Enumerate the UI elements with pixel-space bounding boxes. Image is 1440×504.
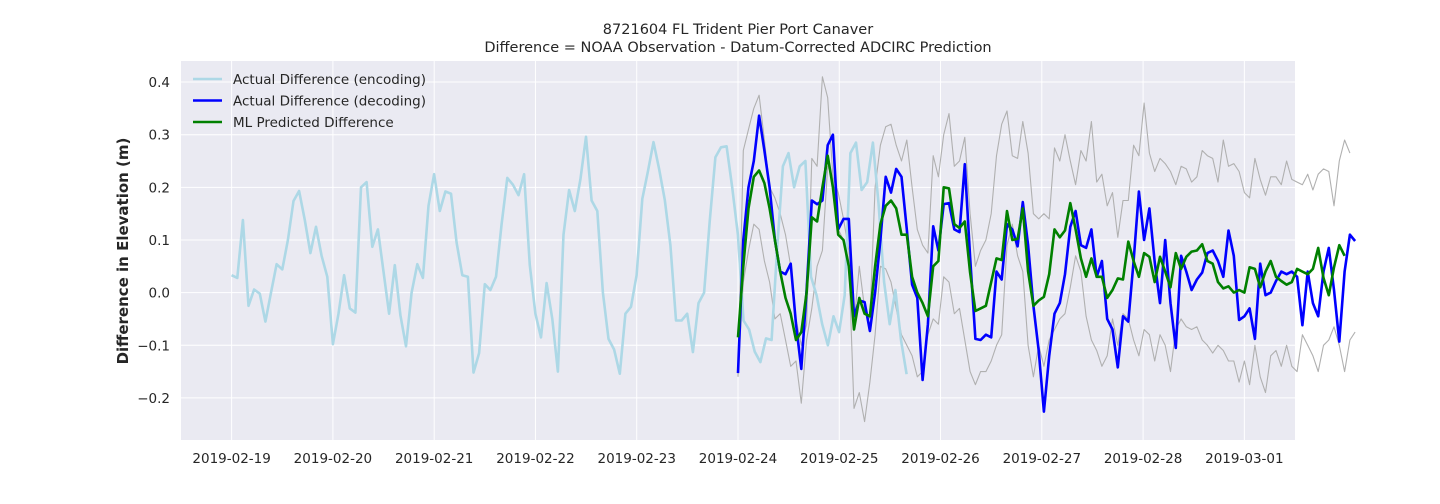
x-tick-labels: 2019-02-19 2019-02-20 2019-02-21 2019-02-22… [192,451,1283,467]
y-tick-labels: −0.2 −0.1 0.0 0.1 0.2 0.3 0.4 [137,75,170,407]
x-tick-label: 2019-02-27 [1003,451,1081,467]
x-tick-label: 2019-02-23 [597,451,675,467]
y-tick-label: 0.4 [149,75,170,91]
y-tick-label: 0.3 [149,128,170,144]
x-tick-label: 2019-02-19 [192,451,270,467]
x-tick-label: 2019-03-01 [1205,451,1283,467]
x-tick-label: 2019-02-24 [699,451,777,467]
x-tick-label: 2019-02-26 [901,451,979,467]
envelope-line [737,76,1351,377]
x-tick-label: 2019-02-25 [800,451,878,467]
series-line [736,114,1357,413]
x-tick-label: 2019-02-22 [496,451,574,467]
y-tick-label: 0.2 [149,180,170,196]
y-tick-label: 0.1 [149,233,170,249]
legend-label: Actual Difference (encoding) [233,72,426,88]
series-layer [231,76,1357,423]
y-tick-label: −0.2 [137,391,170,407]
series-line [231,135,908,376]
legend-label: ML Predicted Difference [233,115,394,131]
legend-label: Actual Difference (decoding) [233,94,426,110]
x-gridlines [231,61,1245,440]
chart-subtitle: Difference = NOAA Observation - Datum-Co… [484,40,992,56]
chart-title: 8721604 FL Trident Pier Port Canaver [602,22,874,38]
x-tick-label: 2019-02-20 [294,451,372,467]
y-tick-label: −0.1 [137,338,170,354]
x-tick-label: 2019-02-21 [395,451,473,467]
y-tick-label: 0.0 [149,286,170,302]
legend: Actual Difference (encoding) Actual Diffe… [193,72,426,131]
envelope-line [737,165,1356,423]
series-line [736,154,1346,342]
x-tick-label: 2019-02-28 [1104,451,1182,467]
